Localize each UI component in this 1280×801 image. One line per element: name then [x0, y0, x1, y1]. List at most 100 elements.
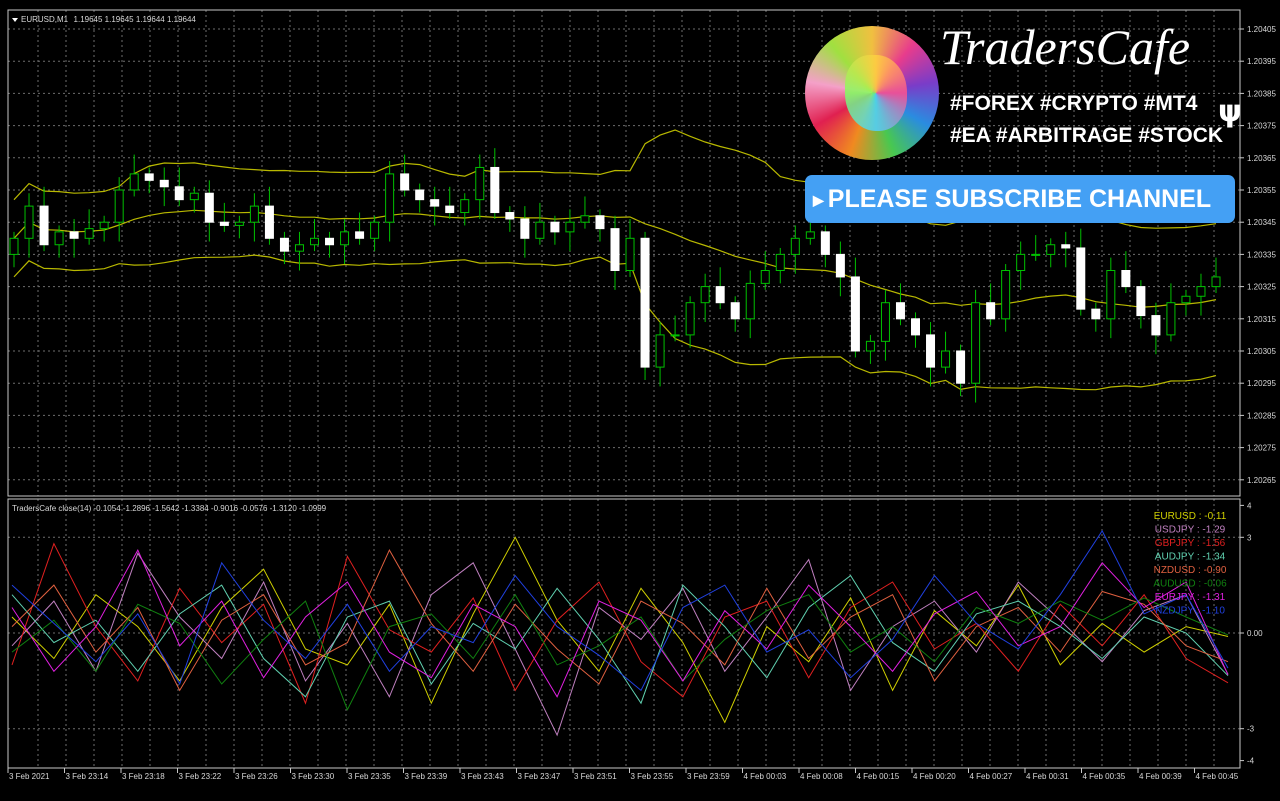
time-tick-label: 4 Feb 00:27: [970, 772, 1013, 781]
brand-name: TradersCafe: [940, 19, 1191, 75]
play-arrow-icon: ▶: [813, 192, 824, 209]
candle-bull: [310, 237, 319, 246]
legend-entry-nzdjpy: NZDJPY : -1.10: [1155, 606, 1225, 617]
candle-bear: [595, 215, 605, 230]
time-tick-label: 3 Feb 23:59: [687, 772, 730, 781]
time-tick-label: 4 Feb 00:20: [913, 772, 956, 781]
legend-entry-audjpy: AUDJPY : -1.34: [1155, 552, 1226, 563]
price-tick-label: 1.20395: [1247, 57, 1276, 66]
price-axis[interactable]: 1.20405 1.20395 1.20385 1.20375 1.20365 1.203…: [1240, 25, 1276, 485]
candle-bear: [204, 192, 214, 223]
indicator-line-audusd: [11, 593, 1229, 711]
candle-bull: [1196, 286, 1206, 297]
candle-bull: [24, 205, 34, 239]
candle-bear: [355, 231, 365, 239]
candle-bull: [700, 286, 710, 304]
candle-bull: [475, 166, 485, 201]
candle-bear: [39, 205, 49, 246]
time-tick-label: 4 Feb 00:35: [1083, 772, 1126, 781]
price-tick-label: 1.20275: [1247, 444, 1276, 453]
main-pane-border: [7, 9, 1241, 497]
lion-logo: [805, 26, 939, 160]
candle-bear: [445, 205, 455, 214]
indicator-header: TradersCafe close(14) -0.1054 -1.2896 -1…: [12, 504, 327, 513]
candle-bear: [820, 231, 830, 255]
price-tick-label: 1.20345: [1247, 218, 1276, 227]
candle-bull: [370, 221, 380, 239]
main-header: EURUSD,M1 1.19645 1.19645 1.19644 1.19644: [21, 15, 196, 24]
tags-line-2: #EA #ARBITRAGE #STOCK: [950, 124, 1224, 147]
candle-bear: [415, 189, 425, 201]
price-tick-label: 1.20355: [1247, 186, 1276, 195]
price-tick-label: 1.20315: [1247, 315, 1276, 324]
subscribe-button[interactable]: ▶ PLEASE SUBSCRIBE CHANNEL: [805, 175, 1235, 223]
candle-bull: [1001, 270, 1011, 320]
candle-bull: [655, 334, 665, 368]
candle-bull: [99, 221, 109, 230]
legend-entry-eurusd: EURUSD : -0.11: [1154, 511, 1227, 522]
tags-line-1: #FOREX #CRYPTO #MT4: [950, 92, 1198, 115]
candle-bear: [264, 205, 274, 239]
candle-bull: [685, 302, 695, 336]
legend-entry-audusd: AUDUSD : -0.06: [1153, 579, 1227, 590]
candle-bull: [745, 282, 755, 320]
subscribe-label: PLEASE SUBSCRIBE CHANNEL: [827, 185, 1212, 213]
indicator-legend: EURUSD : -0.11 USDJPY : -1.29 GBPJPY : -1.…: [1153, 511, 1227, 617]
time-tick-label: 3 Feb 23:39: [405, 772, 448, 781]
candle-bear: [1121, 270, 1131, 288]
candle-bear: [895, 302, 905, 320]
candle-bear: [926, 334, 936, 368]
candle-bull: [294, 244, 304, 252]
candle-bull: [84, 228, 94, 239]
time-tick-label: 3 Feb 23:47: [518, 772, 561, 781]
indicator-axis[interactable]: 4 3 0.00 -3 -4: [1240, 501, 1263, 766]
time-axis[interactable]: 3 Feb 2021 3 Feb 23:14 3 Feb 23:18 3 Feb 23…: [7, 767, 1240, 781]
legend-entry-usdjpy: USDJPY : -1.29: [1155, 525, 1226, 536]
time-tick-label: 4 Feb 00:08: [800, 772, 843, 781]
indicator-line-eurusd: [11, 536, 1229, 724]
candle-bear: [640, 237, 650, 368]
time-tick-label: 3 Feb 23:30: [292, 772, 335, 781]
candle-bear: [835, 253, 845, 278]
price-tick-label: 1.20305: [1247, 347, 1276, 356]
main-symbol: EURUSD,M1: [21, 15, 69, 24]
indicator-line-eurjpy: [11, 548, 1229, 698]
indicator-tick-label: 4: [1247, 501, 1252, 510]
time-tick-label: 4 Feb 00:31: [1026, 772, 1069, 781]
candle-bear: [1076, 247, 1086, 310]
price-tick-label: 1.20285: [1247, 411, 1276, 420]
candle-bull: [1166, 302, 1176, 336]
candle-bull: [1046, 244, 1056, 255]
candle-bull: [385, 173, 395, 223]
candle-bear: [219, 221, 229, 226]
time-tick-label: 3 Feb 23:55: [631, 772, 674, 781]
time-tick-label: 3 Feb 23:35: [348, 772, 391, 781]
candle-bull: [1211, 276, 1221, 288]
indicator-line-gbpjpy: [11, 542, 1229, 705]
time-tick-label: 3 Feb 2021: [9, 772, 50, 781]
candle-bull: [971, 302, 981, 384]
collapse-triangle-icon[interactable]: [12, 18, 18, 22]
price-tick-label: 1.20325: [1247, 283, 1276, 292]
candle-bull: [1181, 295, 1191, 304]
candle-bull: [114, 189, 124, 223]
legend-entry-gbpjpy: GBPJPY : -1.56: [1155, 538, 1226, 549]
indicator-line-nzdusd: [11, 549, 1229, 692]
time-tick-label: 3 Feb 23:51: [574, 772, 617, 781]
time-tick-label: 3 Feb 23:14: [66, 772, 109, 781]
price-tick-label: 1.20295: [1247, 379, 1276, 388]
candle-bear: [144, 173, 154, 181]
candle-bull: [865, 340, 875, 352]
candle-bull: [129, 173, 139, 191]
candle-bear: [715, 286, 725, 304]
candle-bull: [880, 302, 890, 342]
cactus-icon: ψ: [1218, 94, 1242, 129]
time-tick-label: 4 Feb 00:03: [744, 772, 787, 781]
price-tick-label: 1.20375: [1247, 122, 1276, 131]
candle-bull: [249, 205, 259, 223]
indicator-line-nzdjpy: [11, 529, 1229, 692]
candle-bull: [9, 237, 19, 255]
indicator-line-usdjpy: [11, 552, 1229, 737]
candle-bull: [1031, 253, 1041, 256]
